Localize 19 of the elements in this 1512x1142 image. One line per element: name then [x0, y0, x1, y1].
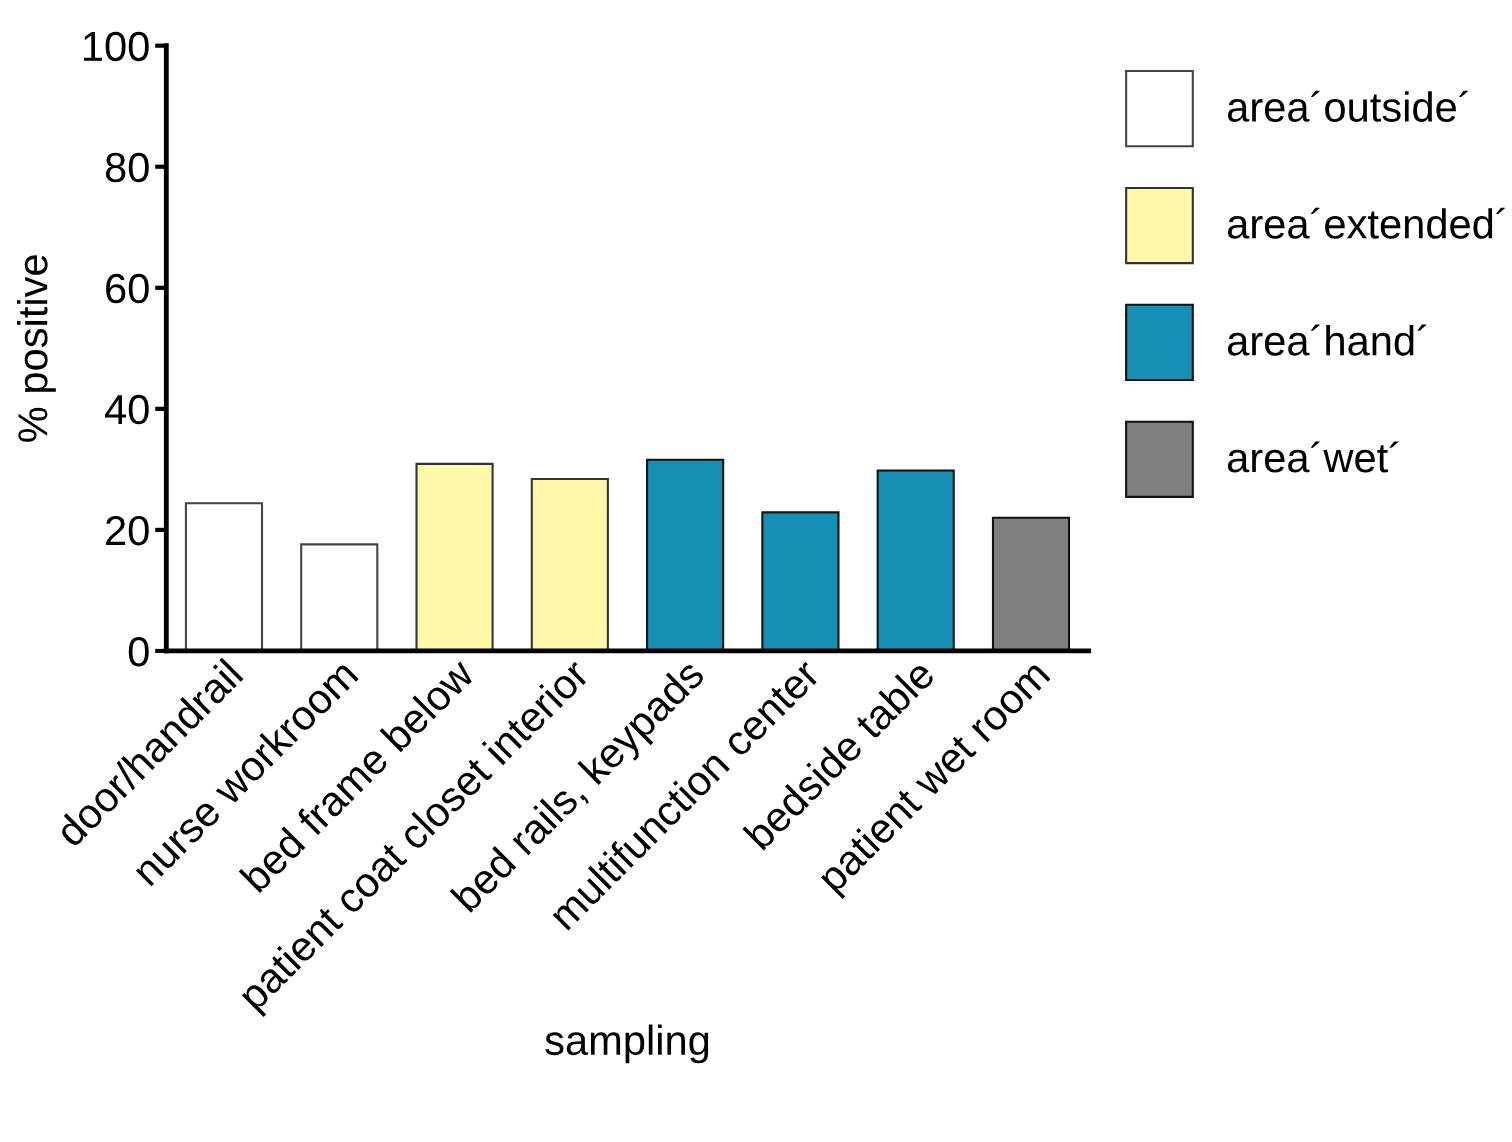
- bar: [646, 458, 725, 651]
- bar: [991, 516, 1071, 651]
- legend-label: area´hand´: [1227, 324, 1427, 356]
- legend-label: area´extended´: [1227, 207, 1505, 239]
- y-tick-label: 100: [84, 31, 149, 62]
- y-axis-title: % positive: [16, 255, 56, 442]
- legend-label: area´outside´: [1227, 90, 1468, 122]
- legend-label: area´wet´: [1227, 441, 1399, 473]
- x-axis-title: sampling: [545, 1024, 709, 1064]
- bar: [184, 502, 264, 651]
- y-tick-label: 40: [104, 394, 149, 425]
- bar: [876, 469, 955, 651]
- bar: [530, 478, 609, 651]
- y-tick-label: 80: [105, 152, 149, 183]
- y-tick-label: 20: [106, 515, 149, 546]
- y-tick-label: 60: [106, 273, 149, 304]
- bar: [300, 543, 379, 651]
- bar: [415, 462, 494, 651]
- bar: [761, 511, 840, 651]
